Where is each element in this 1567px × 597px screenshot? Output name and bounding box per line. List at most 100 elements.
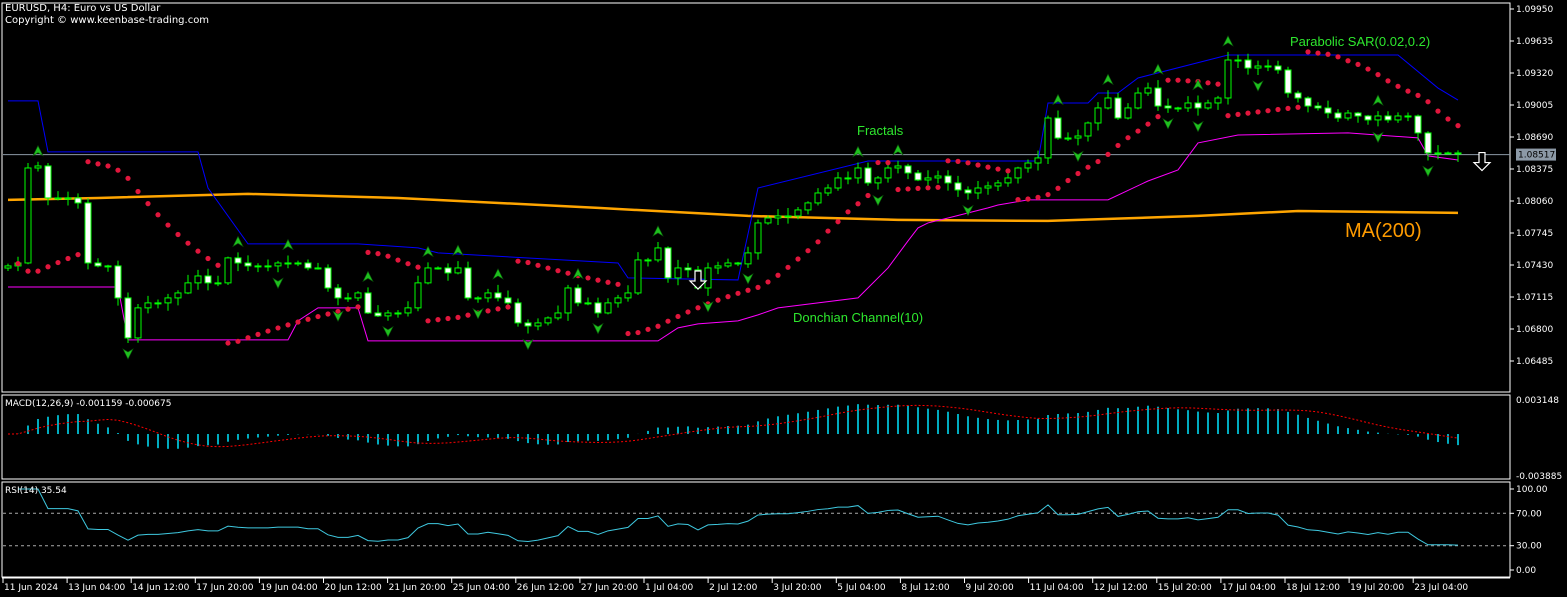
candle-body [714,265,722,269]
sar-dot [305,316,311,322]
candle-body [1394,115,1402,121]
candle [864,162,872,186]
candle [974,181,982,200]
candle [934,170,942,184]
candle [1094,102,1102,131]
sar-dot [1365,66,1371,72]
candle-body [154,302,162,305]
sar-dot [655,323,661,329]
sar-dot [1295,104,1301,110]
fractal-down-icon [122,348,134,360]
candle [614,294,622,308]
candle [1444,151,1452,155]
candle [1034,150,1042,171]
candle-body [924,177,932,181]
candle [1434,145,1442,160]
candle [144,295,152,314]
candle [214,275,222,287]
candle-body [974,187,982,194]
sar-dot [1395,83,1401,89]
sar-dot [105,163,111,169]
candle [724,258,732,268]
ma-label: MA(200) [1345,220,1422,242]
candle [1054,110,1062,140]
candle-body [514,302,522,324]
sar-dot [1445,116,1451,122]
candle-body [1304,97,1312,107]
candle-body [984,185,992,189]
candle-body [1344,112,1352,119]
candle [424,262,432,285]
sar-dot [715,297,721,303]
sar-dot [295,319,301,325]
candle [1044,115,1052,165]
sar-dot [625,330,631,337]
candle [664,246,672,283]
candle [364,287,372,315]
candle [104,264,112,272]
sar-dot [775,272,781,278]
candle [1234,54,1242,69]
candle-body [94,262,102,267]
sar-dot [535,262,541,268]
price-tick-label: 1.08375 [1516,165,1553,175]
candle [204,268,212,291]
sar-dot [605,279,611,285]
sar-dot [1095,158,1101,165]
candle-body [1314,105,1322,109]
candle-body [1064,137,1072,140]
time-tick-label: 15 Jul 20:00 [1158,583,1212,593]
sar-dot [865,192,871,199]
sar-dot [725,294,731,300]
candle-body [34,165,42,169]
time-tick-label: 17 Jul 04:00 [1222,583,1276,593]
sar-dot [915,185,921,191]
candle [814,188,822,206]
fractal-up-icon [362,270,374,283]
candle-body [964,189,972,194]
candle [324,264,332,292]
candle-body [1324,107,1332,114]
sar-dot [1435,108,1441,114]
candle-body [1224,59,1232,99]
candle [1134,87,1142,110]
sar-dot [1035,194,1041,200]
sar-dot [935,184,941,190]
sar-dot [225,340,231,346]
sar-dot [1265,108,1271,114]
sar-dot [1455,123,1461,129]
sar-dot [1405,88,1411,94]
current-price-label: 1.08517 [1518,151,1555,161]
candle-body [614,297,622,304]
fractal-down-icon [272,277,284,289]
candle [294,260,302,267]
candle-body [734,262,742,265]
macd-signal-line [7,404,1459,448]
candle-body [394,312,402,315]
candle [784,207,792,224]
candle-body [784,215,792,218]
sar-dot [835,219,841,225]
macd-label: MACD(12,26,9) -0.001159 -0.000675 [5,399,172,409]
candle [164,293,172,311]
time-tick-label: 14 Jun 12:00 [132,583,189,593]
sar-dot [555,268,561,274]
chart-title: EURUSD, H4: Euro vs US Dollar [5,3,161,14]
candle-body [1404,115,1412,118]
candle [134,304,142,343]
candle-body [1174,107,1182,110]
candle-body [1104,97,1112,109]
candle [1294,90,1302,103]
sar-dot [185,240,191,246]
macd-tick-label: -0.003885 [1516,472,1562,482]
time-tick-label: 5 Jul 04:00 [837,583,886,593]
sar-dot [1085,164,1091,170]
sar-dot [885,160,891,166]
candle-body [354,292,362,299]
candle [1104,90,1112,110]
sar-dot [395,257,401,263]
time-tick-label: 26 Jun 12:00 [517,583,574,593]
sar-dot [1185,78,1191,84]
candle-body [844,177,852,180]
sar-dot [985,164,991,170]
